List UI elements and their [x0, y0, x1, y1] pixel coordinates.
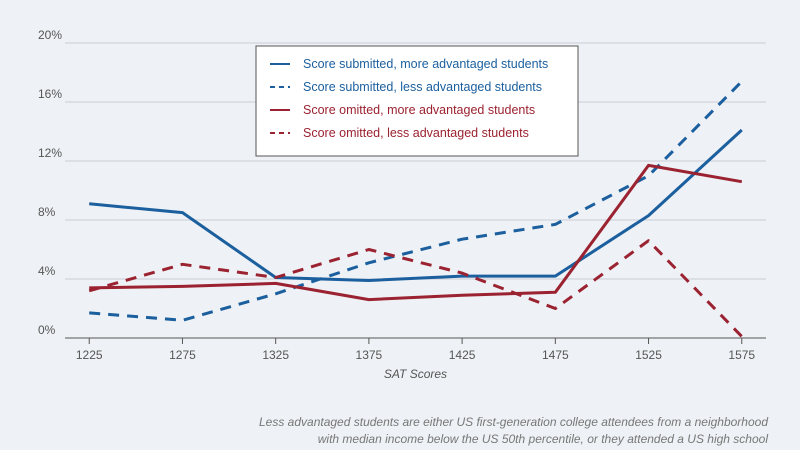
y-tick-label: 12%	[38, 146, 62, 160]
legend-box	[255, 45, 579, 157]
series-line-3	[89, 163, 743, 302]
x-tick-label: 1575	[728, 348, 755, 362]
y-tick-labels: 0% 4% 8% 12% 16% 20%	[38, 28, 62, 337]
y-tick-label: 4%	[38, 264, 56, 278]
x-tick-label: 1425	[449, 348, 476, 362]
x-tick-labels: 1225 1275 1325 1375 1425 1475 1525 1575	[76, 338, 755, 362]
y-tick-label: 0%	[38, 323, 56, 337]
series-lines	[88, 80, 743, 338]
x-tick-label: 1325	[262, 348, 289, 362]
x-tick-label: 1225	[76, 348, 103, 362]
footnote: Less advantaged students are either US f…	[208, 414, 768, 448]
legend-label-1: Score submitted, more advantaged student…	[303, 57, 548, 71]
x-axis-title: SAT Scores	[384, 367, 447, 381]
x-tick-label: 1475	[542, 348, 569, 362]
footnote-line-1: Less advantaged students are either US f…	[259, 415, 768, 429]
x-tick-label: 1375	[356, 348, 383, 362]
y-tick-label: 8%	[38, 205, 56, 219]
legend: Score submitted, more advantaged student…	[255, 45, 579, 157]
y-tick-label: 16%	[38, 87, 62, 101]
footnote-line-2: with median income below the US 50th per…	[317, 432, 768, 446]
series-line-1	[89, 128, 743, 282]
x-tick-label: 1275	[169, 348, 196, 362]
y-tick-label: 20%	[38, 28, 62, 42]
grid-lines	[65, 42, 766, 280]
legend-label-3: Score omitted, more advantaged students	[303, 103, 535, 117]
series-line-4	[88, 239, 743, 338]
legend-label-4: Score omitted, less advantaged students	[303, 126, 529, 140]
x-tick-label: 1525	[635, 348, 662, 362]
legend-label-2: Score submitted, less advantaged student…	[303, 80, 542, 94]
